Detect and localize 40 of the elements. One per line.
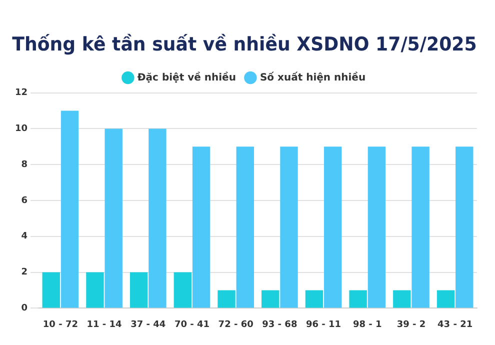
y-tick-label: 10 <box>14 124 28 134</box>
bar <box>412 146 430 308</box>
bar <box>324 146 342 308</box>
bar <box>218 290 236 308</box>
bar <box>456 146 474 308</box>
bar <box>86 272 104 308</box>
x-tick-label: 10 - 72 <box>42 320 78 330</box>
y-tick-label: 4 <box>21 232 28 242</box>
y-tick-label: 8 <box>21 160 28 170</box>
x-tick-label: 98 - 1 <box>352 320 382 330</box>
bar <box>130 272 148 308</box>
bar <box>393 290 411 308</box>
bar <box>305 290 324 308</box>
y-tick-label: 6 <box>21 196 28 206</box>
x-tick-label: 43 - 21 <box>438 320 473 330</box>
bar <box>436 290 455 308</box>
x-tick-label: 39 - 2 <box>396 320 426 330</box>
bar <box>280 146 298 308</box>
y-tick-label: 0 <box>21 304 28 314</box>
legend-label: Số xuất hiện nhiều <box>260 71 366 84</box>
bar <box>236 146 254 308</box>
bar <box>262 290 280 308</box>
x-tick-label: 72 - 60 <box>218 320 254 330</box>
x-tick-label: 93 - 68 <box>262 320 298 330</box>
bar <box>104 128 122 308</box>
x-tick-label: 96 - 11 <box>306 320 342 330</box>
x-tick-label: 70 - 41 <box>174 320 210 330</box>
bar <box>174 272 192 308</box>
bar <box>349 290 367 308</box>
bar <box>60 110 79 308</box>
legend-label: Đặc biệt về nhiều <box>137 71 236 84</box>
bar <box>192 146 210 308</box>
y-tick-label: 2 <box>21 268 28 278</box>
y-tick-label: 12 <box>14 88 28 98</box>
chart-title: Thống kê tần suất về nhiều XSDNO 17/5/2025 <box>12 32 477 56</box>
x-tick-label: 37 - 44 <box>130 320 166 330</box>
x-tick-label: 11 - 14 <box>86 320 122 330</box>
bar <box>148 128 166 308</box>
bar <box>368 146 386 308</box>
bar <box>42 272 60 308</box>
